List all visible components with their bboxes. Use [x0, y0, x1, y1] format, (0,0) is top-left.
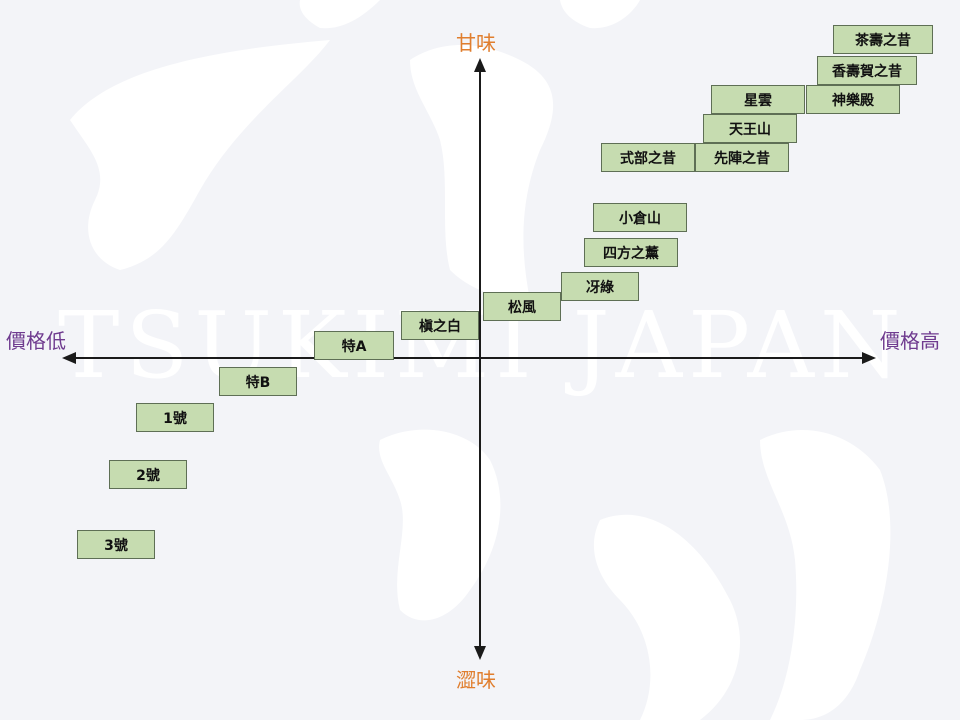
- axis-label-price-low: 價格低: [6, 329, 66, 353]
- product-box-yalu: 冴綠: [561, 272, 639, 301]
- product-box-xiaocangshan: 小倉山: [593, 203, 687, 232]
- product-box-xingyun: 星雲: [711, 85, 805, 114]
- product-box-chajunozhixi: 茶壽之昔: [833, 25, 933, 54]
- arrow-right-icon: [862, 352, 876, 364]
- product-box-tianwangshan: 天王山: [703, 114, 797, 143]
- arrow-down-icon: [474, 646, 486, 660]
- axis-label-sweet: 甘味: [456, 31, 496, 55]
- product-box-songfeng: 松風: [483, 292, 561, 321]
- product-box-shenyuedian: 神樂殿: [806, 85, 900, 114]
- product-box-hao-3: 3號: [77, 530, 155, 559]
- arrow-left-icon: [62, 352, 76, 364]
- arrow-up-icon: [474, 58, 486, 72]
- product-box-hao-2: 2號: [109, 460, 187, 489]
- product-box-sifangzhixun: 四方之薰: [584, 238, 678, 267]
- axis-label-astringent: 澀味: [456, 668, 496, 692]
- product-box-xianzhenzhixi: 先陣之昔: [695, 143, 789, 172]
- product-box-te-a: 特A: [314, 331, 394, 360]
- axis-label-price-high: 價格高: [880, 329, 940, 353]
- product-box-xiangshouhe: 香壽賀之昔: [817, 56, 917, 85]
- product-box-zhenzhibai: 槇之白: [401, 311, 479, 340]
- product-box-te-b: 特B: [219, 367, 297, 396]
- product-box-shibuzhixi: 式部之昔: [601, 143, 695, 172]
- product-box-hao-1: 1號: [136, 403, 214, 432]
